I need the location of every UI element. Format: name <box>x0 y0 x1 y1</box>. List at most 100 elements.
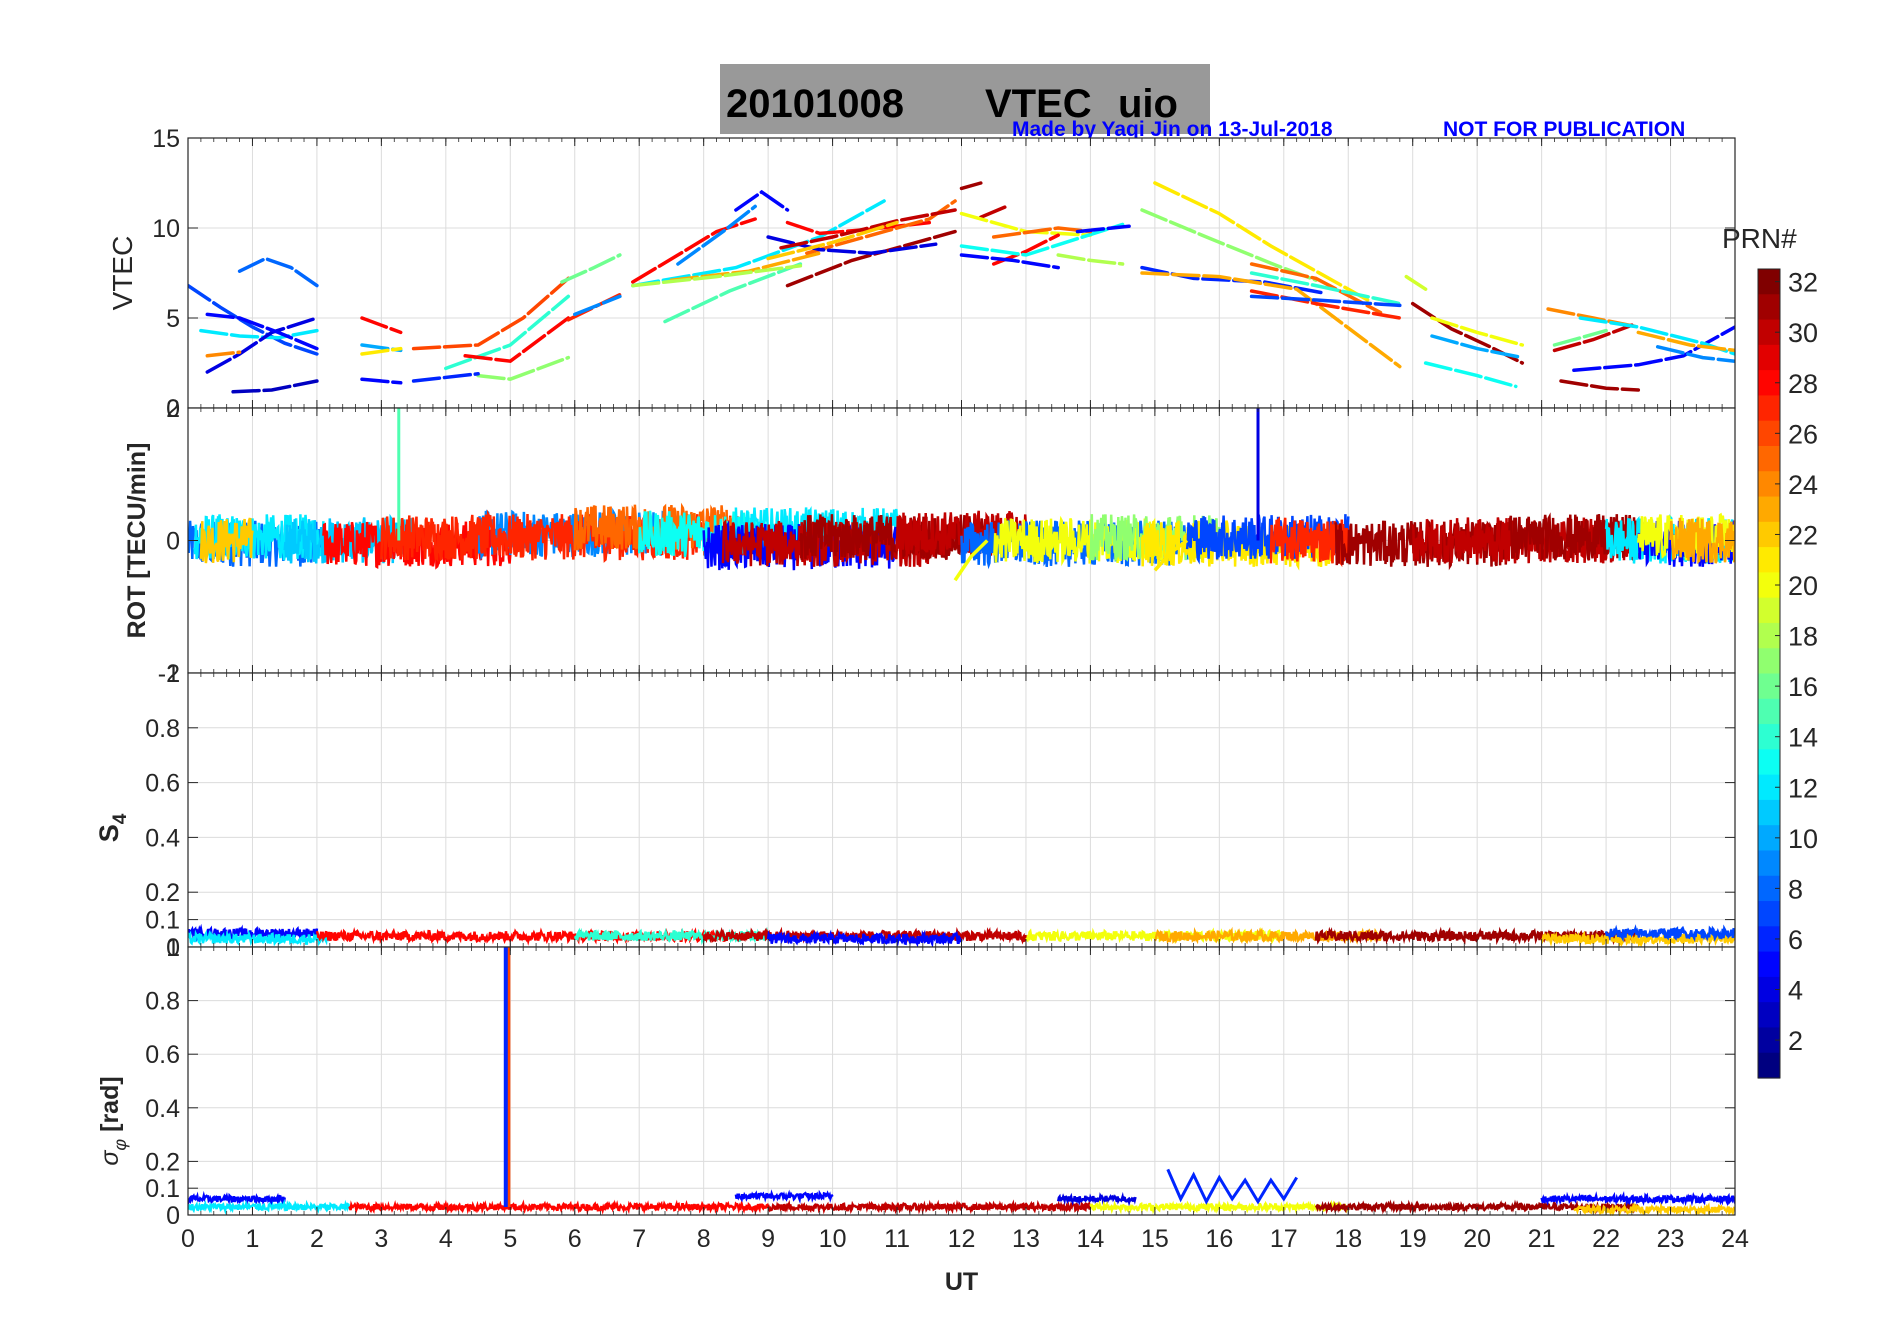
colorbar-segment <box>1758 547 1780 573</box>
colorbar-tick-label: 24 <box>1788 470 1818 500</box>
colorbar-segment <box>1758 850 1780 877</box>
vtec-trace-prn-13 <box>1423 361 1518 389</box>
colorbar-tick-label: 8 <box>1788 874 1803 904</box>
x-tick-label: 13 <box>1012 1225 1040 1253</box>
colorbar-segment <box>1758 622 1780 649</box>
noise-band-prn-5 <box>1540 1191 1735 1207</box>
y-tick-label: 2 <box>166 395 180 423</box>
y-tick-label: 0.6 <box>145 770 180 798</box>
x-tick-label: 12 <box>948 1225 976 1253</box>
noise-band-prn-22 <box>1573 1202 1735 1216</box>
x-tick-label: 11 <box>884 1225 910 1253</box>
colorbar-segment <box>1758 648 1780 675</box>
y-tick-label: 10 <box>152 215 180 243</box>
vtec-trace-prn-28 <box>360 316 403 335</box>
colorbar-tick-label: 12 <box>1788 773 1818 803</box>
y-axis-label-main: S <box>94 824 124 842</box>
x-tick-label: 20 <box>1463 1225 1491 1253</box>
vtec-trace-prn-9 <box>676 204 757 266</box>
vtec-trace-prn-8 <box>237 256 319 288</box>
vtec-trace-prn-5 <box>1075 224 1131 234</box>
colorbar-segment <box>1758 825 1780 852</box>
y-tick-label: 0.8 <box>145 988 180 1016</box>
y-tick-label: 0.4 <box>145 824 180 852</box>
vtec-trace-prn-7 <box>188 283 319 356</box>
x-tick-label: 10 <box>819 1225 847 1253</box>
vtec-trace-prn-5 <box>360 377 403 385</box>
x-tick-label: 16 <box>1205 1225 1233 1253</box>
y-axis-label-subscript: 4 <box>110 813 131 824</box>
vtec-trace-prn-10 <box>1430 334 1525 360</box>
colorbar-segment <box>1758 875 1780 902</box>
vtec-trace-prn-12 <box>199 328 319 340</box>
y-tick-label: 5 <box>166 305 180 333</box>
x-tick-label: 14 <box>1077 1225 1105 1253</box>
x-tick-label: 22 <box>1592 1225 1620 1253</box>
y-tick-label: 1 <box>166 934 180 962</box>
colorbar-segment <box>1758 496 1780 523</box>
y-tick-label: 0 <box>166 1202 180 1230</box>
noise-band-prn-14 <box>573 926 770 946</box>
vtec-trace-prn-5 <box>205 312 319 351</box>
vtec-trace-prn-22 <box>766 220 899 261</box>
colorbar-segment <box>1758 1052 1780 1079</box>
colorbar-segment <box>1758 395 1780 422</box>
y-tick-label: 0.4 <box>145 1095 180 1123</box>
bumpy-trace-prn-6 <box>1166 1168 1298 1205</box>
vtec-trace-prn-16 <box>1552 328 1608 347</box>
series-layer <box>188 947 1735 1216</box>
vtec-trace-prn-6 <box>411 372 480 383</box>
colorbar-segment <box>1758 572 1780 599</box>
dip-prn-21 <box>1153 539 1189 572</box>
y-tick-label: 0.1 <box>145 907 180 935</box>
y-tick-label: -2 <box>158 660 180 688</box>
title-background <box>720 64 1210 134</box>
x-tick-label: 8 <box>697 1225 711 1253</box>
x-tick-label: 17 <box>1270 1225 1298 1253</box>
y-axis-label-subscript: φ <box>110 1139 130 1151</box>
noise-band-prn-5 <box>734 1189 834 1205</box>
colorbar-segment <box>1758 749 1780 776</box>
vtec-trace-prn-27 <box>1249 289 1402 320</box>
colorbar-segment <box>1758 1002 1780 1029</box>
colorbar-segment <box>1758 951 1780 978</box>
vtec-trace-prn-5 <box>1572 325 1735 372</box>
noise-band-prn-30 <box>721 518 931 567</box>
y-tick-label: 0.8 <box>145 715 180 743</box>
vtec-trace-prn-25 <box>805 199 957 255</box>
vtec-trace-prn-5 <box>734 189 790 212</box>
y-axis-label-unit: [rad] <box>96 1076 124 1139</box>
vtec-trace-prn-26 <box>411 276 571 351</box>
noise-band-prn-12 <box>188 929 331 947</box>
publication-notice: NOT FOR PUBLICATION <box>1443 118 1685 141</box>
credit-note: Made by Yaqi Jin on 13-Jul-2018 <box>1012 118 1333 141</box>
vtec-trace-prn-7 <box>1249 294 1402 308</box>
panel-s4: 00.10.2 0.4 0.6 0.8 1 S4 <box>94 660 1736 962</box>
noise-band-prn-22 <box>199 517 254 564</box>
colorbar-segment <box>1758 420 1780 447</box>
colorbar-label: PRN# <box>1722 223 1797 254</box>
vtec-trace-prn-17 <box>476 355 571 381</box>
x-tick-label: 2 <box>310 1225 324 1253</box>
y-tick-label: 0 <box>166 528 180 556</box>
x-axis-label: UT <box>945 1268 978 1296</box>
colorbar-segment <box>1758 521 1780 548</box>
vtec-trace-prn-28 <box>463 316 571 364</box>
colorbar-segment <box>1758 724 1780 750</box>
vtec-trace-prn-16 <box>560 253 622 284</box>
vtec-trace-prn-14 <box>1249 271 1402 306</box>
colorbar-tick-label: 10 <box>1788 824 1818 854</box>
noise-band-prn-23 <box>1669 517 1735 565</box>
y-tick-label: 0.2 <box>145 879 180 907</box>
colorbar-segment <box>1758 799 1780 826</box>
y-tick-label: 0.1 <box>145 1175 180 1203</box>
colorbar-segment <box>1758 294 1780 321</box>
x-tick-label: 23 <box>1657 1225 1685 1253</box>
vtec-trace-prn-3 <box>231 379 319 394</box>
title-date: 20101008 <box>726 82 904 126</box>
colorbar-segment <box>1758 901 1780 927</box>
vtec-trace-prn-18 <box>1056 253 1125 266</box>
panel-vtec: 0 5 10 15 VTEC <box>107 125 1736 423</box>
colorbar-tick-label: 4 <box>1788 976 1803 1006</box>
